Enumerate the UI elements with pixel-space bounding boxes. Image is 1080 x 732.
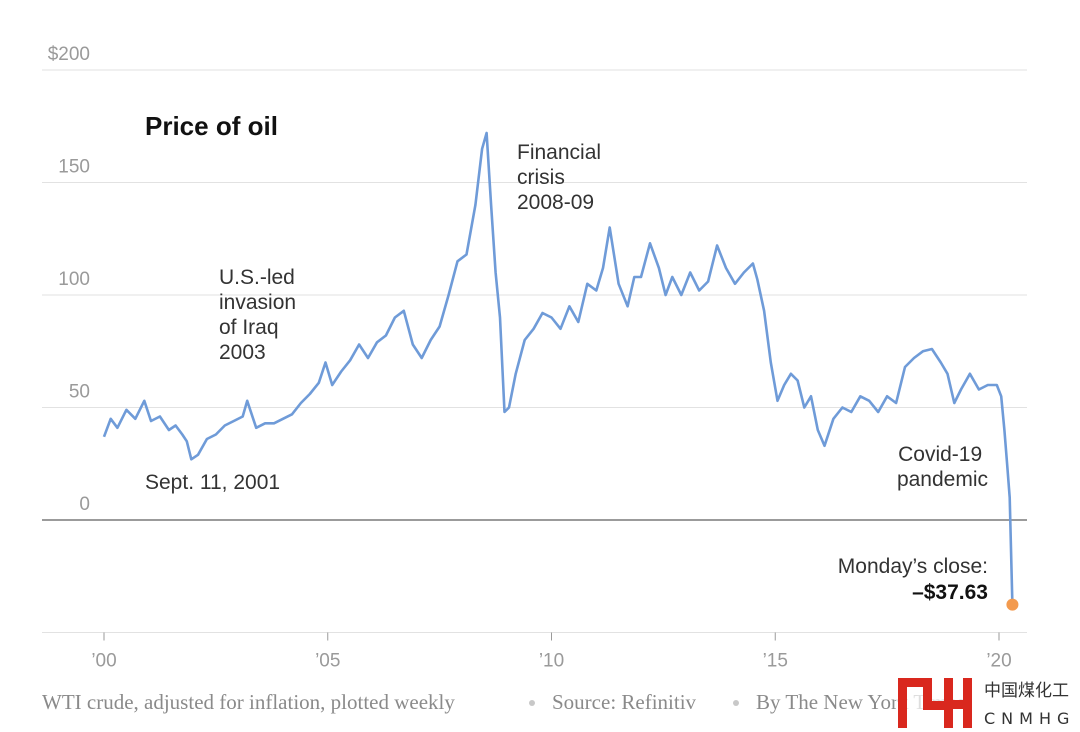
y-tick-label: 100 [58,269,90,290]
y-tick-label: 50 [69,382,90,403]
footer-separator [529,700,535,706]
oil-price-line [102,131,1014,605]
annotation-line: 2003 [219,341,266,364]
footer-separator [733,700,739,706]
annotation-line: 2008-09 [517,191,594,214]
annotation-line: invasion [219,291,296,314]
x-tick-label: ’00 [91,651,116,672]
annotation-line: U.S.-led [219,266,295,289]
y-tick-label: 150 [58,157,90,178]
annotation-iraq: U.S.-led invasion of Iraq 2003 [219,266,302,364]
footer-description: WTI crude, adjusted for inflation, plott… [42,690,455,714]
annotation-line: of Iraq [219,316,279,339]
x-tick-label: ’10 [539,651,564,672]
y-axis: $200 150 100 50 0 [48,44,90,515]
gridlines [42,69,1027,633]
chart-title: Price of oil [145,111,278,141]
x-tick-label: ’15 [763,651,788,672]
annotation-line: Covid-19 [898,443,982,466]
annotation-mondays-close: Monday’s close: [838,555,988,578]
annotation-line: crisis [517,166,565,189]
y-tick-label: 0 [79,494,90,515]
watermark-logo-icon [898,678,972,728]
annotation-sept-11: Sept. 11, 2001 [145,471,280,494]
annotation-covid: Covid-19 pandemic [897,443,988,491]
watermark: 中国煤化工 CNMHG [896,674,1080,732]
annotation-financial-crisis: Financial crisis 2008-09 [517,141,607,214]
watermark-cn: 中国煤化工 [984,681,1069,701]
final-point-marker [1006,598,1019,611]
footer: WTI crude, adjusted for inflation, plott… [42,690,965,714]
y-tick-label: $200 [48,44,90,65]
annotation-line: Sept. 11, 2001 [145,471,280,494]
watermark-en: CNMHG [984,709,1075,728]
x-tick-label: ’20 [986,651,1011,672]
mondays-close-value: –$37.63 [912,581,988,604]
x-tick-label: ’05 [315,651,340,672]
x-axis: ’00 ’05 ’10 ’15 ’20 [91,632,1012,672]
annotation-line: pandemic [897,468,988,491]
footer-source: Source: Refinitiv [552,690,697,714]
annotation-line: Financial [517,141,601,164]
